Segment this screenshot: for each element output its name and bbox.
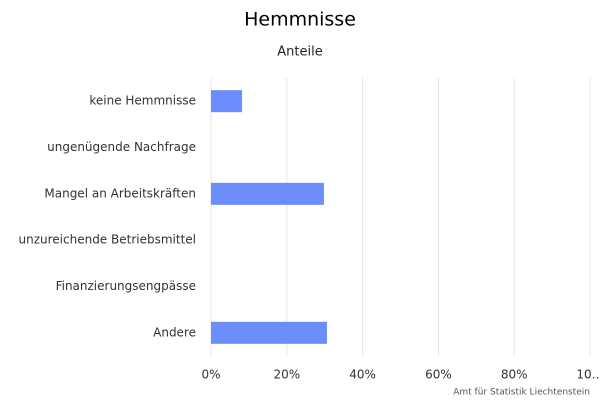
chart-title: Hemmnisse: [244, 9, 356, 31]
x-tick-label: 20%: [273, 368, 300, 382]
x-tick-label: 60%: [425, 368, 452, 382]
y-tick-label: unzureichende Betriebsmittel: [19, 233, 197, 247]
x-tick-label: 0%: [201, 368, 220, 382]
bar: [211, 182, 324, 205]
x-tick-label: 10…: [576, 368, 600, 382]
y-tick-label: Finanzierungsengpässe: [56, 279, 196, 293]
x-tick-label: 80%: [501, 368, 528, 382]
chart-subtitle: Anteile: [277, 45, 322, 60]
y-tick-label: Andere: [153, 325, 196, 339]
credit: Amt für Statistik Liechtenstein: [453, 388, 590, 398]
y-tick-label: Mangel an Arbeitskräften: [44, 186, 196, 200]
bar: [211, 321, 327, 344]
bar: [211, 90, 243, 113]
y-tick-label: keine Hemmnisse: [89, 94, 196, 108]
x-tick-label: 40%: [349, 368, 376, 382]
y-tick-label: ungenügende Nachfrage: [47, 140, 196, 154]
